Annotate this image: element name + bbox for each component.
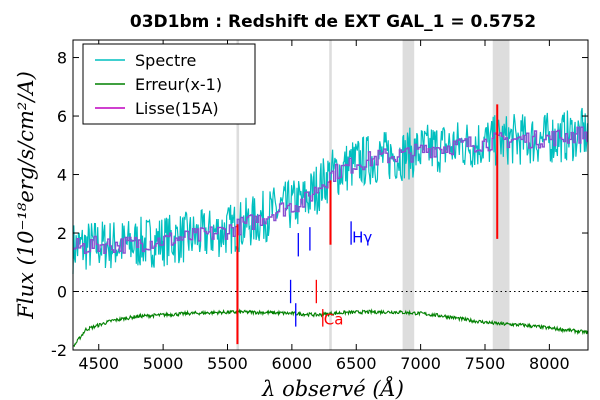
y-tick-label-2: 2 bbox=[57, 224, 67, 243]
y-tick-label-0: -2 bbox=[51, 341, 67, 360]
x-tick-label-0: 4500 bbox=[78, 354, 119, 373]
series-line-lisse bbox=[73, 126, 588, 255]
plot-frame bbox=[72, 39, 589, 351]
x-tick-label-1: 5000 bbox=[143, 354, 184, 373]
y-tick-label-5: 8 bbox=[57, 49, 67, 68]
x-tick-label-2: 5500 bbox=[207, 354, 248, 373]
x-axis-label: λ observé (Å) bbox=[261, 376, 404, 400]
y-tick-label-4: 6 bbox=[57, 107, 67, 126]
x-tick-label-7: 8000 bbox=[529, 354, 570, 373]
legend-label-lisse: Lisse(15A) bbox=[135, 99, 219, 118]
x-axis: 4500 5000 5500 6000 6500 7000 7500 8000 bbox=[78, 40, 570, 373]
legend-label-erreur: Erreur(x-1) bbox=[135, 75, 222, 94]
chart-title: 03D1bm : Redshift de EXT GAL_1 = 0.5752 bbox=[130, 12, 536, 32]
line-marker-label-6: Ca bbox=[324, 311, 344, 329]
sky-band-3 bbox=[492, 40, 510, 350]
x-tick-label-4: 6500 bbox=[336, 354, 377, 373]
legend-label-spectre: Spectre bbox=[135, 51, 196, 70]
line-markers: Hγ Ca bbox=[289, 221, 372, 329]
y-tick-label-3: 4 bbox=[57, 166, 67, 185]
series-erreur bbox=[72, 308, 589, 348]
line-marker-label-4: Hγ bbox=[352, 229, 372, 247]
y-tick-label-1: 0 bbox=[57, 283, 67, 302]
sky-band-0 bbox=[236, 40, 240, 350]
series-lisse bbox=[73, 126, 588, 255]
series-line-erreur bbox=[72, 308, 589, 348]
sky-band-2 bbox=[402, 40, 415, 350]
x-tick-label-6: 7500 bbox=[465, 354, 506, 373]
legend: Spectre Erreur(x-1) Lisse(15A) bbox=[82, 43, 256, 125]
x-tick-label-3: 6000 bbox=[272, 354, 313, 373]
y-axis: -2 0 2 4 6 8 bbox=[51, 49, 588, 360]
y-axis-label: Flux (10⁻¹⁸erg/s/cm²/A) bbox=[14, 71, 38, 320]
x-tick-label-5: 7000 bbox=[400, 354, 441, 373]
sky-lines bbox=[236, 104, 499, 345]
